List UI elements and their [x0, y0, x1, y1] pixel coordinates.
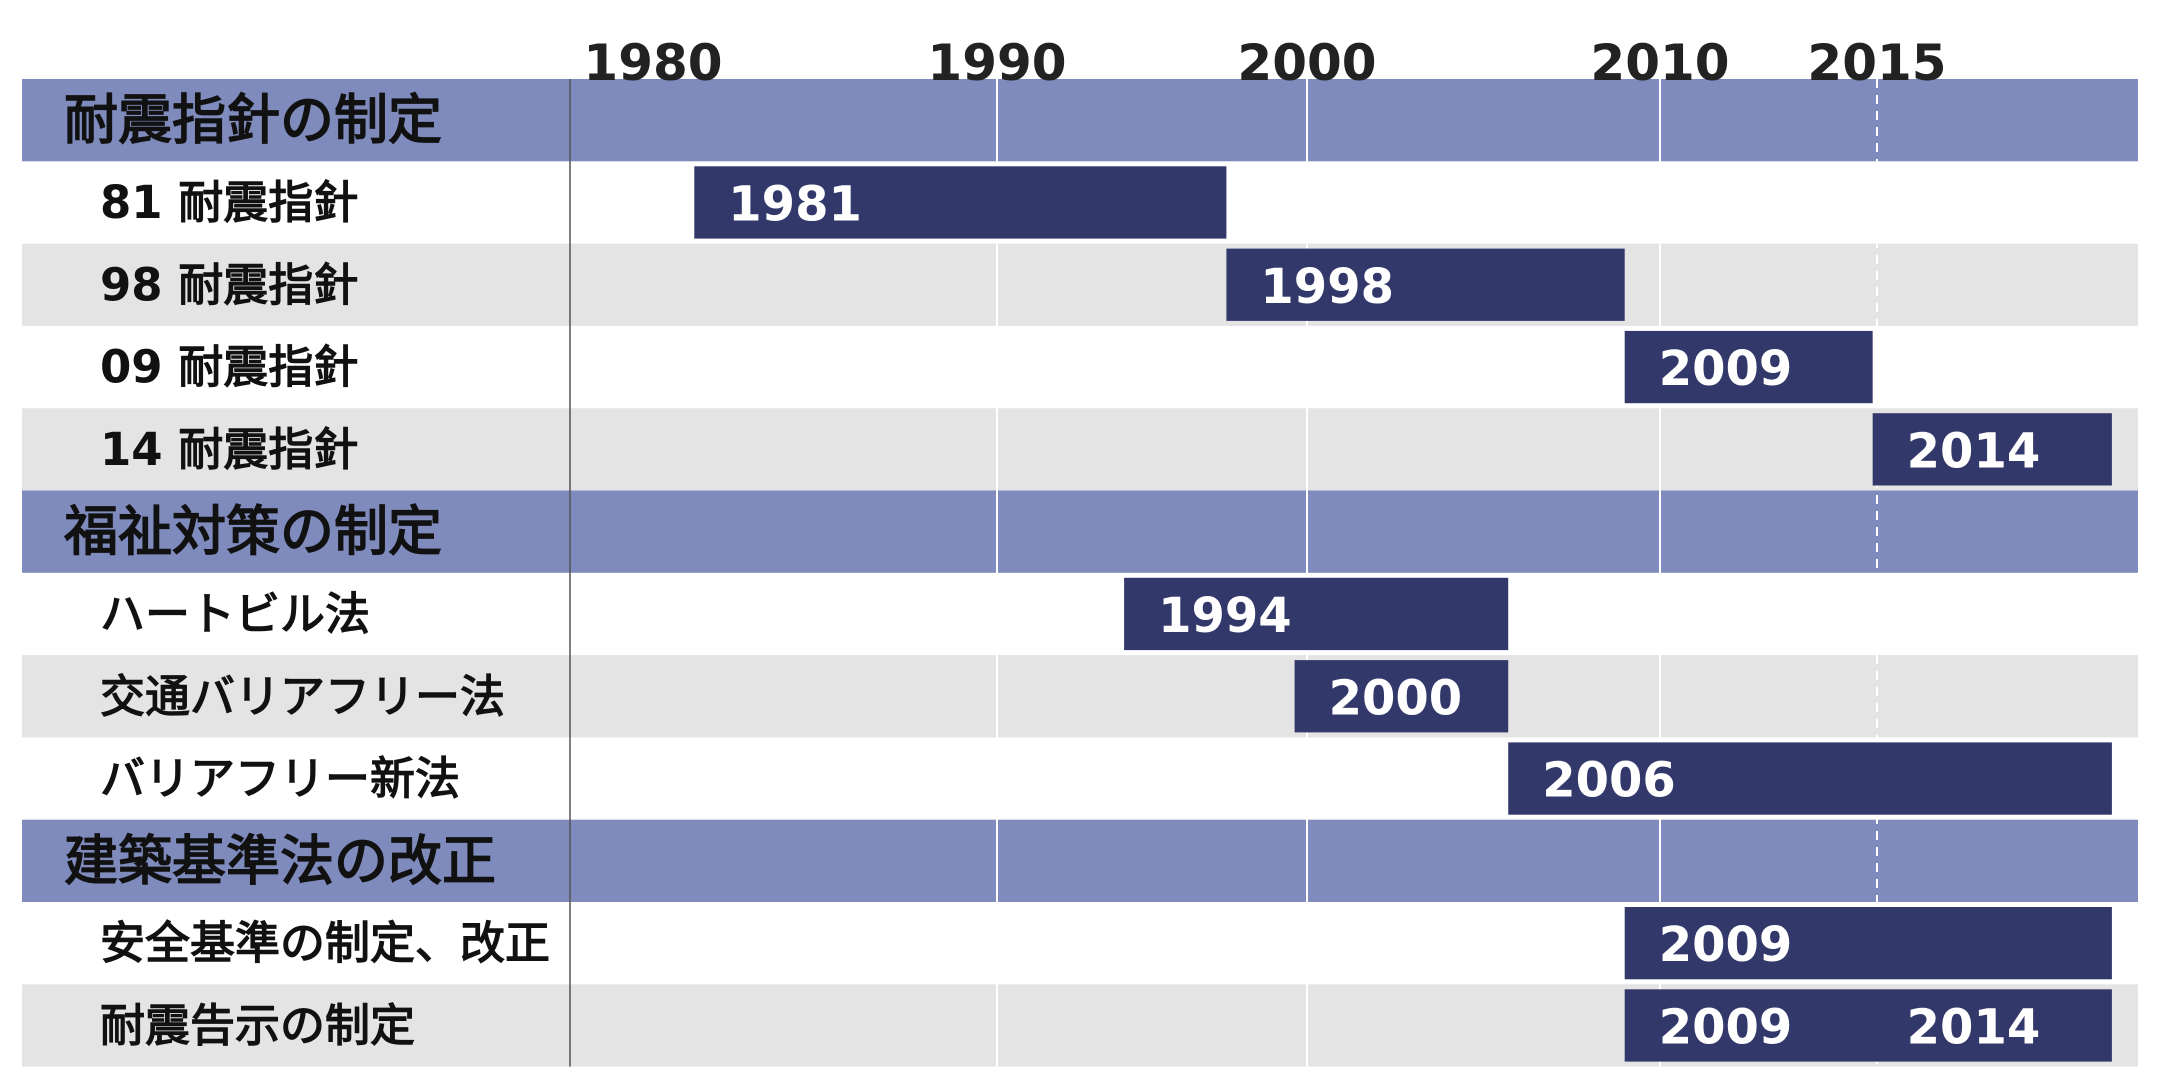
section-label: 建築基準法の改正: [64, 829, 496, 892]
timeline-bars: 1981 1998 2009 2014 1994 2000 2006 2009 2009 2014: [694, 166, 2112, 1062]
year-tick-label: 1990: [927, 34, 1066, 92]
row-label: 耐震告示の制定: [100, 999, 415, 1052]
timeline-bar: [1124, 577, 1509, 651]
year-tick-label: 2000: [1237, 34, 1376, 92]
section-band: [22, 79, 2138, 162]
row-bands: [22, 79, 2138, 1067]
timeline-bar: [1294, 660, 1509, 733]
row-labels: 耐震指針の制定 81 耐震指針 98 耐震指針 09 耐震指針 14 耐震指針福祉対策の…: [63, 89, 550, 1052]
row-label: バリアフリー新法: [100, 752, 460, 805]
row-label: 14 耐震指針: [100, 423, 358, 476]
bar-label: 2014: [1907, 999, 2041, 1055]
row-label: 交通バリアフリー法: [100, 670, 505, 723]
year-axis: 1980 1990 2000 2010 2015: [583, 34, 1946, 92]
row-band: [22, 655, 2138, 738]
bar-label: 1998: [1260, 259, 1394, 315]
row-label: 安全基準の制定、改正: [100, 917, 550, 970]
year-tick-label: 2010: [1590, 34, 1729, 92]
year-tick-label: 1980: [583, 34, 722, 92]
bar-label: 1981: [728, 176, 862, 232]
timeline-bar: [1508, 742, 2112, 815]
row-label: 09 耐震指針: [100, 341, 358, 394]
timeline-bar: [1624, 330, 1873, 404]
timeline-bar: [1226, 248, 1625, 321]
section-band: [22, 490, 2138, 573]
bar-label: 2014: [1907, 423, 2041, 479]
bar-label: 2009: [1659, 341, 1793, 397]
timeline-bar: [1624, 907, 2112, 980]
timeline-bar: [694, 166, 1227, 239]
row-label: 81 耐震指針: [100, 176, 358, 229]
bar-label: 1994: [1158, 588, 1292, 644]
bar-label: 2009: [1659, 917, 1793, 973]
row-label: ハートビル法: [100, 587, 370, 640]
section-label: 福祉対策の制定: [63, 500, 442, 563]
bar-label: 2009: [1659, 999, 1793, 1055]
year-tick-label: 2015: [1807, 34, 1946, 92]
bar-label: 2006: [1542, 753, 1676, 809]
section-band: [22, 819, 2138, 902]
year-gridlines: [569, 79, 1878, 1067]
row-label: 98 耐震指針: [100, 258, 358, 311]
section-label: 耐震指針の制定: [64, 89, 442, 152]
bar-label: 2000: [1329, 670, 1463, 726]
timeline-bar: [1872, 413, 2112, 486]
row-band: [22, 408, 2138, 491]
timeline-bar: [1624, 989, 2112, 1062]
row-band: [22, 243, 2138, 326]
